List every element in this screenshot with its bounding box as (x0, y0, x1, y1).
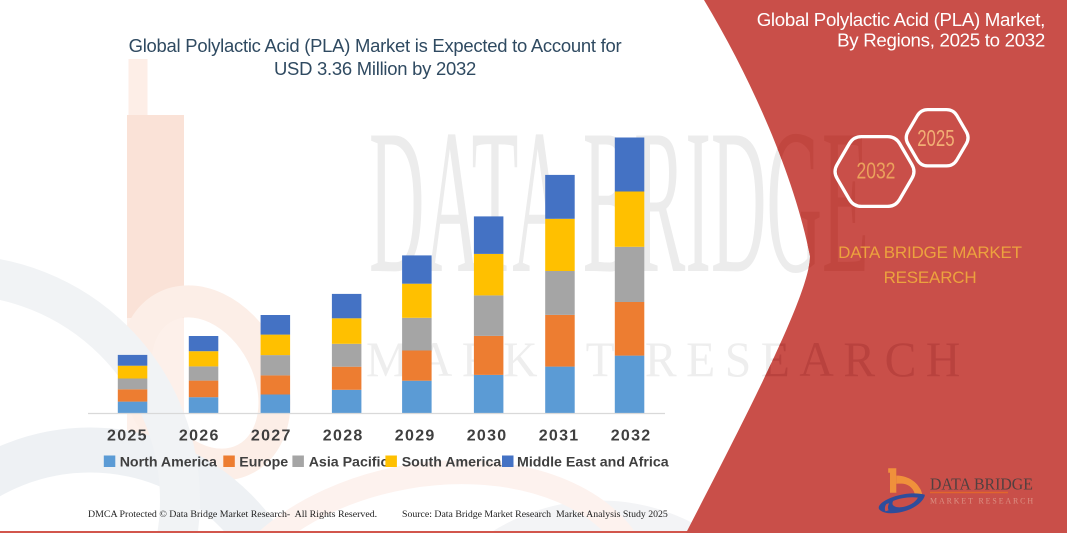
svg-text:2025: 2025 (107, 428, 148, 445)
svg-text:2025: 2025 (917, 127, 954, 152)
svg-text:Europe: Europe (239, 455, 288, 471)
svg-text:Global Polylactic Acid (PLA) M: Global Polylactic Acid (PLA) Market, (757, 9, 1045, 30)
svg-text:2029: 2029 (395, 428, 436, 445)
svg-text:DATA BRIDGE: DATA BRIDGE (369, 87, 869, 316)
svg-text:2027: 2027 (251, 428, 292, 445)
svg-text:2032: 2032 (856, 158, 895, 184)
svg-text:2032: 2032 (611, 428, 652, 445)
svg-text:MARKET RESEARCH: MARKET RESEARCH (930, 496, 1035, 505)
svg-text:Asia Pacific: Asia Pacific (309, 455, 389, 471)
svg-text:South America: South America (402, 455, 502, 471)
svg-text:RESEARCH: RESEARCH (884, 268, 977, 287)
svg-text:Middle East and Africa: Middle East and Africa (517, 455, 669, 471)
svg-text:2030: 2030 (467, 428, 508, 445)
svg-text:North America: North America (120, 455, 217, 471)
svg-text:MARKET RESEARCH: MARKET RESEARCH (366, 331, 970, 387)
svg-text:DATA BRIDGE: DATA BRIDGE (930, 474, 1033, 494)
svg-text:DATA BRIDGE MARKET: DATA BRIDGE MARKET (838, 243, 1022, 262)
svg-text:2026: 2026 (179, 428, 220, 445)
svg-text:2028: 2028 (323, 428, 364, 445)
svg-text:By Regions, 2025 to 2032: By Regions, 2025 to 2032 (837, 30, 1045, 51)
svg-text:2031: 2031 (539, 428, 580, 445)
